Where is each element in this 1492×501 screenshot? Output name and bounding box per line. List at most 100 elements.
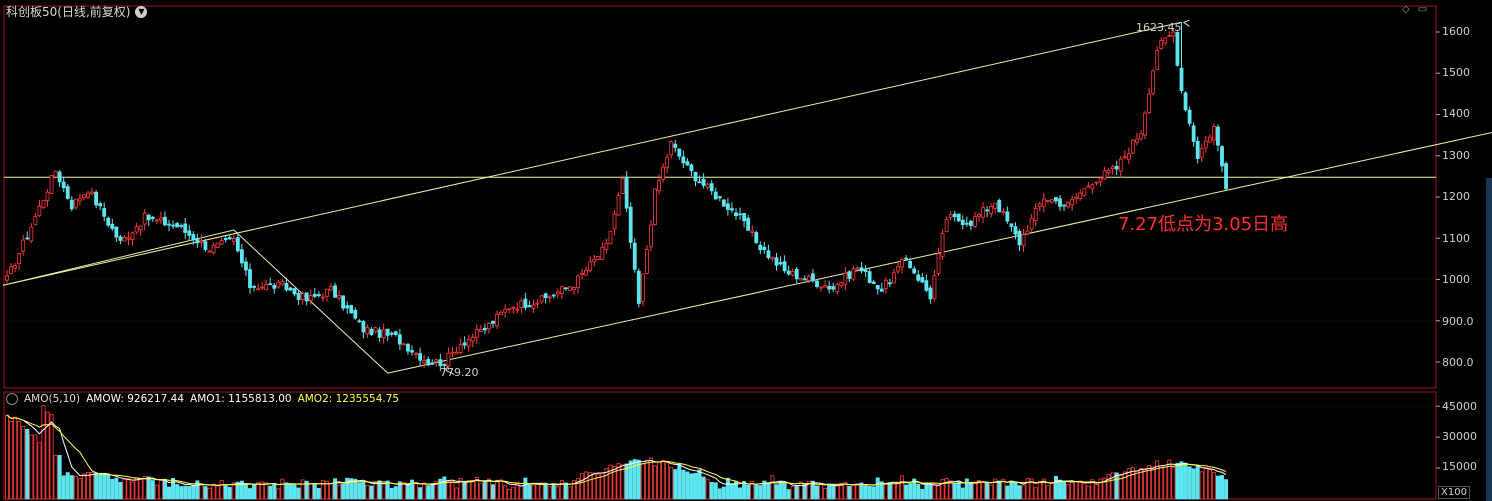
diamond-icon[interactable]: ◇ [1402,4,1410,15]
volume-bar-down [312,484,317,500]
candle-down [171,224,175,227]
volume-bar-up [977,480,982,500]
volume-bar-up [1098,478,1103,500]
volume-bar-up [1070,481,1075,500]
candle-up [308,295,313,301]
candle-up [130,232,135,241]
candle-down [701,178,706,186]
candle-down [406,343,410,352]
candle-down [296,292,301,300]
candle-down [304,292,309,302]
channel-lower-line [387,131,1492,374]
candle-up [90,191,94,194]
candle-down [98,203,103,207]
volume-bar-down [875,477,880,500]
volume-bar-down [118,481,123,500]
candle-up [1045,199,1050,202]
volume-bar-down [166,486,171,500]
candle-up [211,244,216,254]
volume-bar-down [341,483,346,500]
volume-bar-down [1114,472,1119,500]
volume-bar-down [316,488,321,500]
candle-down [1216,126,1220,146]
indicator-toggle-icon[interactable] [6,393,18,405]
volume-bar-up [434,480,439,500]
candle-down [69,199,74,210]
volume-bar-down [563,482,568,500]
candle-down [1009,223,1014,227]
volume-header: AMO(5,10) AMOW: 926217.44 AMO1: 1155813.… [6,393,399,405]
volume-bar-up [260,481,265,500]
volume-bars [5,405,1229,500]
chevron-down-icon[interactable]: ▼ [135,5,148,18]
price-tick: 1600 [1442,25,1470,38]
candle-down [410,350,414,353]
volume-bar-down [689,473,694,500]
candle-down [871,281,876,284]
side-scrollbar[interactable] [1486,178,1492,501]
volume-bar-down [1013,481,1018,500]
panel-icon[interactable]: ▭ [1417,4,1428,15]
candle-down [183,223,188,233]
candle-down [195,237,200,244]
candle-up [539,295,544,303]
volume-bar-up [300,479,305,500]
volume-bar-down [296,487,301,500]
volume-bar-down [697,469,702,500]
volume-bar-up [823,488,828,500]
volume-bar-up [41,405,46,500]
candle-down [316,294,321,297]
volume-bar-down [1009,480,1014,500]
volume-bar-down [333,478,338,500]
volume-bar-up [819,483,824,500]
volume-bar-down [831,484,836,500]
volume-bar-down [252,484,257,500]
candle-up [5,275,9,281]
candle-up [600,246,605,260]
candle-up [414,352,418,355]
volume-bar-down [442,476,447,500]
candle-up [669,141,674,156]
candle-up [21,239,26,252]
candle-up [231,238,236,242]
volume-bar-up [86,471,91,500]
volume-bar-up [450,481,455,500]
candle-down [397,334,402,345]
volume-bar-down [1175,462,1180,500]
candle-up [373,327,378,333]
candle-down [628,206,633,243]
candle-down [341,295,346,309]
indicator-name[interactable]: AMO(5,10) [24,393,81,405]
candle-down [353,309,358,319]
candle-down [924,280,929,291]
volume-bar-up [373,481,378,500]
volume-bar-up [616,463,621,500]
volume-bar-up [49,414,54,500]
volume-bar-up [142,476,147,500]
volume-bar-down [628,460,633,500]
volume-bar-up [572,480,577,500]
volume-bar-up [1203,466,1208,500]
volume-bar-down [162,478,167,500]
volume-bar-up [1122,471,1127,500]
candle-up [588,261,593,272]
candle-down [746,217,751,231]
candle-up [1106,169,1111,174]
candle-up [896,266,900,272]
volume-bar-up [256,482,261,500]
candle-down [916,274,921,281]
volume-unit-label: X100 [1438,486,1470,499]
candle-down [369,328,374,335]
volume-bar-down [782,482,787,500]
volume-bar-down [810,480,815,500]
volume-bar-up [454,487,459,500]
candle-up [819,286,823,289]
candle-up [519,300,524,308]
volume-bar-up [531,484,536,500]
volume-bar-down [235,481,240,500]
candle-down [758,244,763,251]
candle-up [604,243,609,250]
volume-bar-up [653,465,658,500]
candle-up [1033,207,1038,222]
candle-down [794,268,799,280]
